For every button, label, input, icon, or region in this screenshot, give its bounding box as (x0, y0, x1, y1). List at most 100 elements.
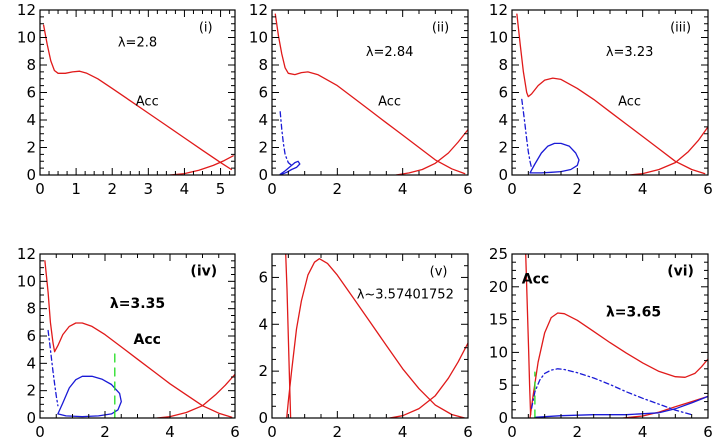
y-tick-label: 2 (258, 139, 268, 157)
blue-dashdot-curve (279, 111, 293, 167)
x-tick-label: 2 (107, 180, 117, 198)
panel-ii: 0 2 4 6 0 2 4 6 8 10 12 (ii) λ=2.84 Acc (249, 1, 473, 198)
x-tick-label: 4 (638, 180, 648, 198)
y-tick-label: 12 (17, 1, 36, 19)
x-tick-label: 4 (398, 180, 408, 198)
blue-solid-curve (57, 375, 122, 418)
panel-label: (iii) (670, 20, 691, 35)
y-tick-label: 10 (489, 29, 508, 47)
y-tick-label: 6 (258, 84, 268, 102)
y-tick-label: 10 (17, 272, 36, 290)
x-tick-label: 2 (333, 180, 343, 198)
red-solid-curve (44, 260, 233, 418)
blue-dashdot-curve (521, 98, 533, 169)
series-group (516, 13, 708, 175)
red-solid-curve (286, 258, 466, 418)
y-tick-label: 4 (258, 315, 268, 333)
x-tick-label: 5 (216, 180, 226, 198)
region-label: Acc (378, 95, 401, 110)
x-tick-label: 0 (35, 423, 45, 441)
series-group (274, 13, 468, 175)
y-tick-label: 6 (258, 268, 268, 286)
panel-v: 0 2 4 6 0 2 4 6 (v) λ~3.57401752 (258, 253, 473, 441)
lambda-label: λ~3.57401752 (357, 287, 454, 302)
region-label: Acc (522, 272, 549, 288)
x-tick-label: 0 (507, 180, 517, 198)
x-tick-label: 0 (267, 180, 277, 198)
red-solid-curve (529, 312, 708, 418)
y-tick-label: 2 (26, 382, 36, 400)
red-solid-curve (274, 13, 466, 175)
y-tick-label: 6 (26, 327, 36, 345)
x-tick-label: 0 (507, 423, 517, 441)
lambda-label: λ=3.65 (606, 304, 661, 320)
panel-label: (v) (430, 264, 448, 279)
y-tick-label: 0 (26, 166, 36, 184)
x-tick-label: 2 (573, 180, 583, 198)
panel-iv: 0 2 4 6 0 2 4 6 8 10 12 (iv) λ=3.35 Acc (17, 245, 240, 441)
y-tick-label: 12 (489, 1, 508, 19)
region-label: Acc (618, 95, 641, 110)
y-tick-label: 6 (498, 84, 508, 102)
red-solid-curve (169, 155, 234, 175)
y-tick-label: 4 (258, 111, 268, 129)
y-tick-label: 2 (258, 362, 268, 380)
red-solid-curve (622, 395, 708, 418)
y-tick-label: 4 (26, 354, 36, 372)
x-tick-label: 2 (573, 423, 583, 441)
y-tick-label: 12 (249, 1, 268, 19)
panel-label: (ii) (432, 20, 449, 35)
y-tick-label: 2 (26, 139, 36, 157)
red-solid-curve (388, 342, 468, 418)
blue-dashdot-curve (47, 329, 59, 407)
x-tick-label: 6 (703, 180, 713, 198)
x-tick-label: 6 (463, 423, 473, 441)
series-group (44, 260, 235, 418)
y-tick-label: 25 (489, 245, 508, 263)
y-tick-label: 0 (498, 166, 508, 184)
panel-iii: 0 2 4 6 0 2 4 6 8 10 12 (iii) λ=3.23 Acc (489, 1, 713, 198)
red-solid-curve (42, 24, 233, 171)
lambda-label: λ=2.84 (366, 45, 414, 60)
x-tick-label: 3 (144, 180, 154, 198)
y-tick-label: 6 (26, 84, 36, 102)
panel-label: (i) (199, 20, 213, 35)
x-tick-label: 4 (398, 423, 408, 441)
y-tick-label: 20 (489, 278, 508, 296)
y-tick-label: 0 (258, 166, 268, 184)
x-tick-label: 0 (267, 423, 277, 441)
x-tick-label: 2 (100, 423, 110, 441)
blue-solid-curve (279, 160, 301, 175)
x-tick-label: 2 (333, 423, 343, 441)
y-tick-label: 0 (258, 409, 268, 427)
x-tick-label: 4 (165, 423, 175, 441)
red-solid-curve (285, 254, 292, 418)
blue-dashdot-curve (530, 368, 693, 416)
x-tick-label: 6 (703, 423, 713, 441)
x-tick-label: 4 (180, 180, 190, 198)
x-tick-label: 0 (35, 180, 45, 198)
y-tick-label: 2 (498, 139, 508, 157)
lambda-label: λ=3.23 (606, 45, 654, 60)
red-solid-curve (156, 373, 235, 418)
y-tick-label: 4 (498, 111, 508, 129)
y-tick-label: 0 (26, 409, 36, 427)
panel-label: (iv) (190, 263, 217, 279)
series-group (42, 24, 234, 175)
region-label: Acc (134, 332, 161, 348)
y-tick-label: 4 (26, 111, 36, 129)
x-tick-label: 1 (71, 180, 81, 198)
blue-solid-curve (529, 142, 580, 174)
red-solid-curve (395, 128, 468, 175)
y-tick-label: 5 (498, 376, 508, 394)
region-label: Acc (136, 95, 159, 110)
y-tick-label: 8 (26, 56, 36, 74)
y-tick-label: 12 (17, 245, 36, 263)
red-solid-curve (525, 254, 532, 416)
x-tick-label: 4 (638, 423, 648, 441)
x-tick-label: 6 (230, 423, 240, 441)
y-tick-label: 8 (258, 56, 268, 74)
panel-label: (vi) (667, 263, 694, 279)
